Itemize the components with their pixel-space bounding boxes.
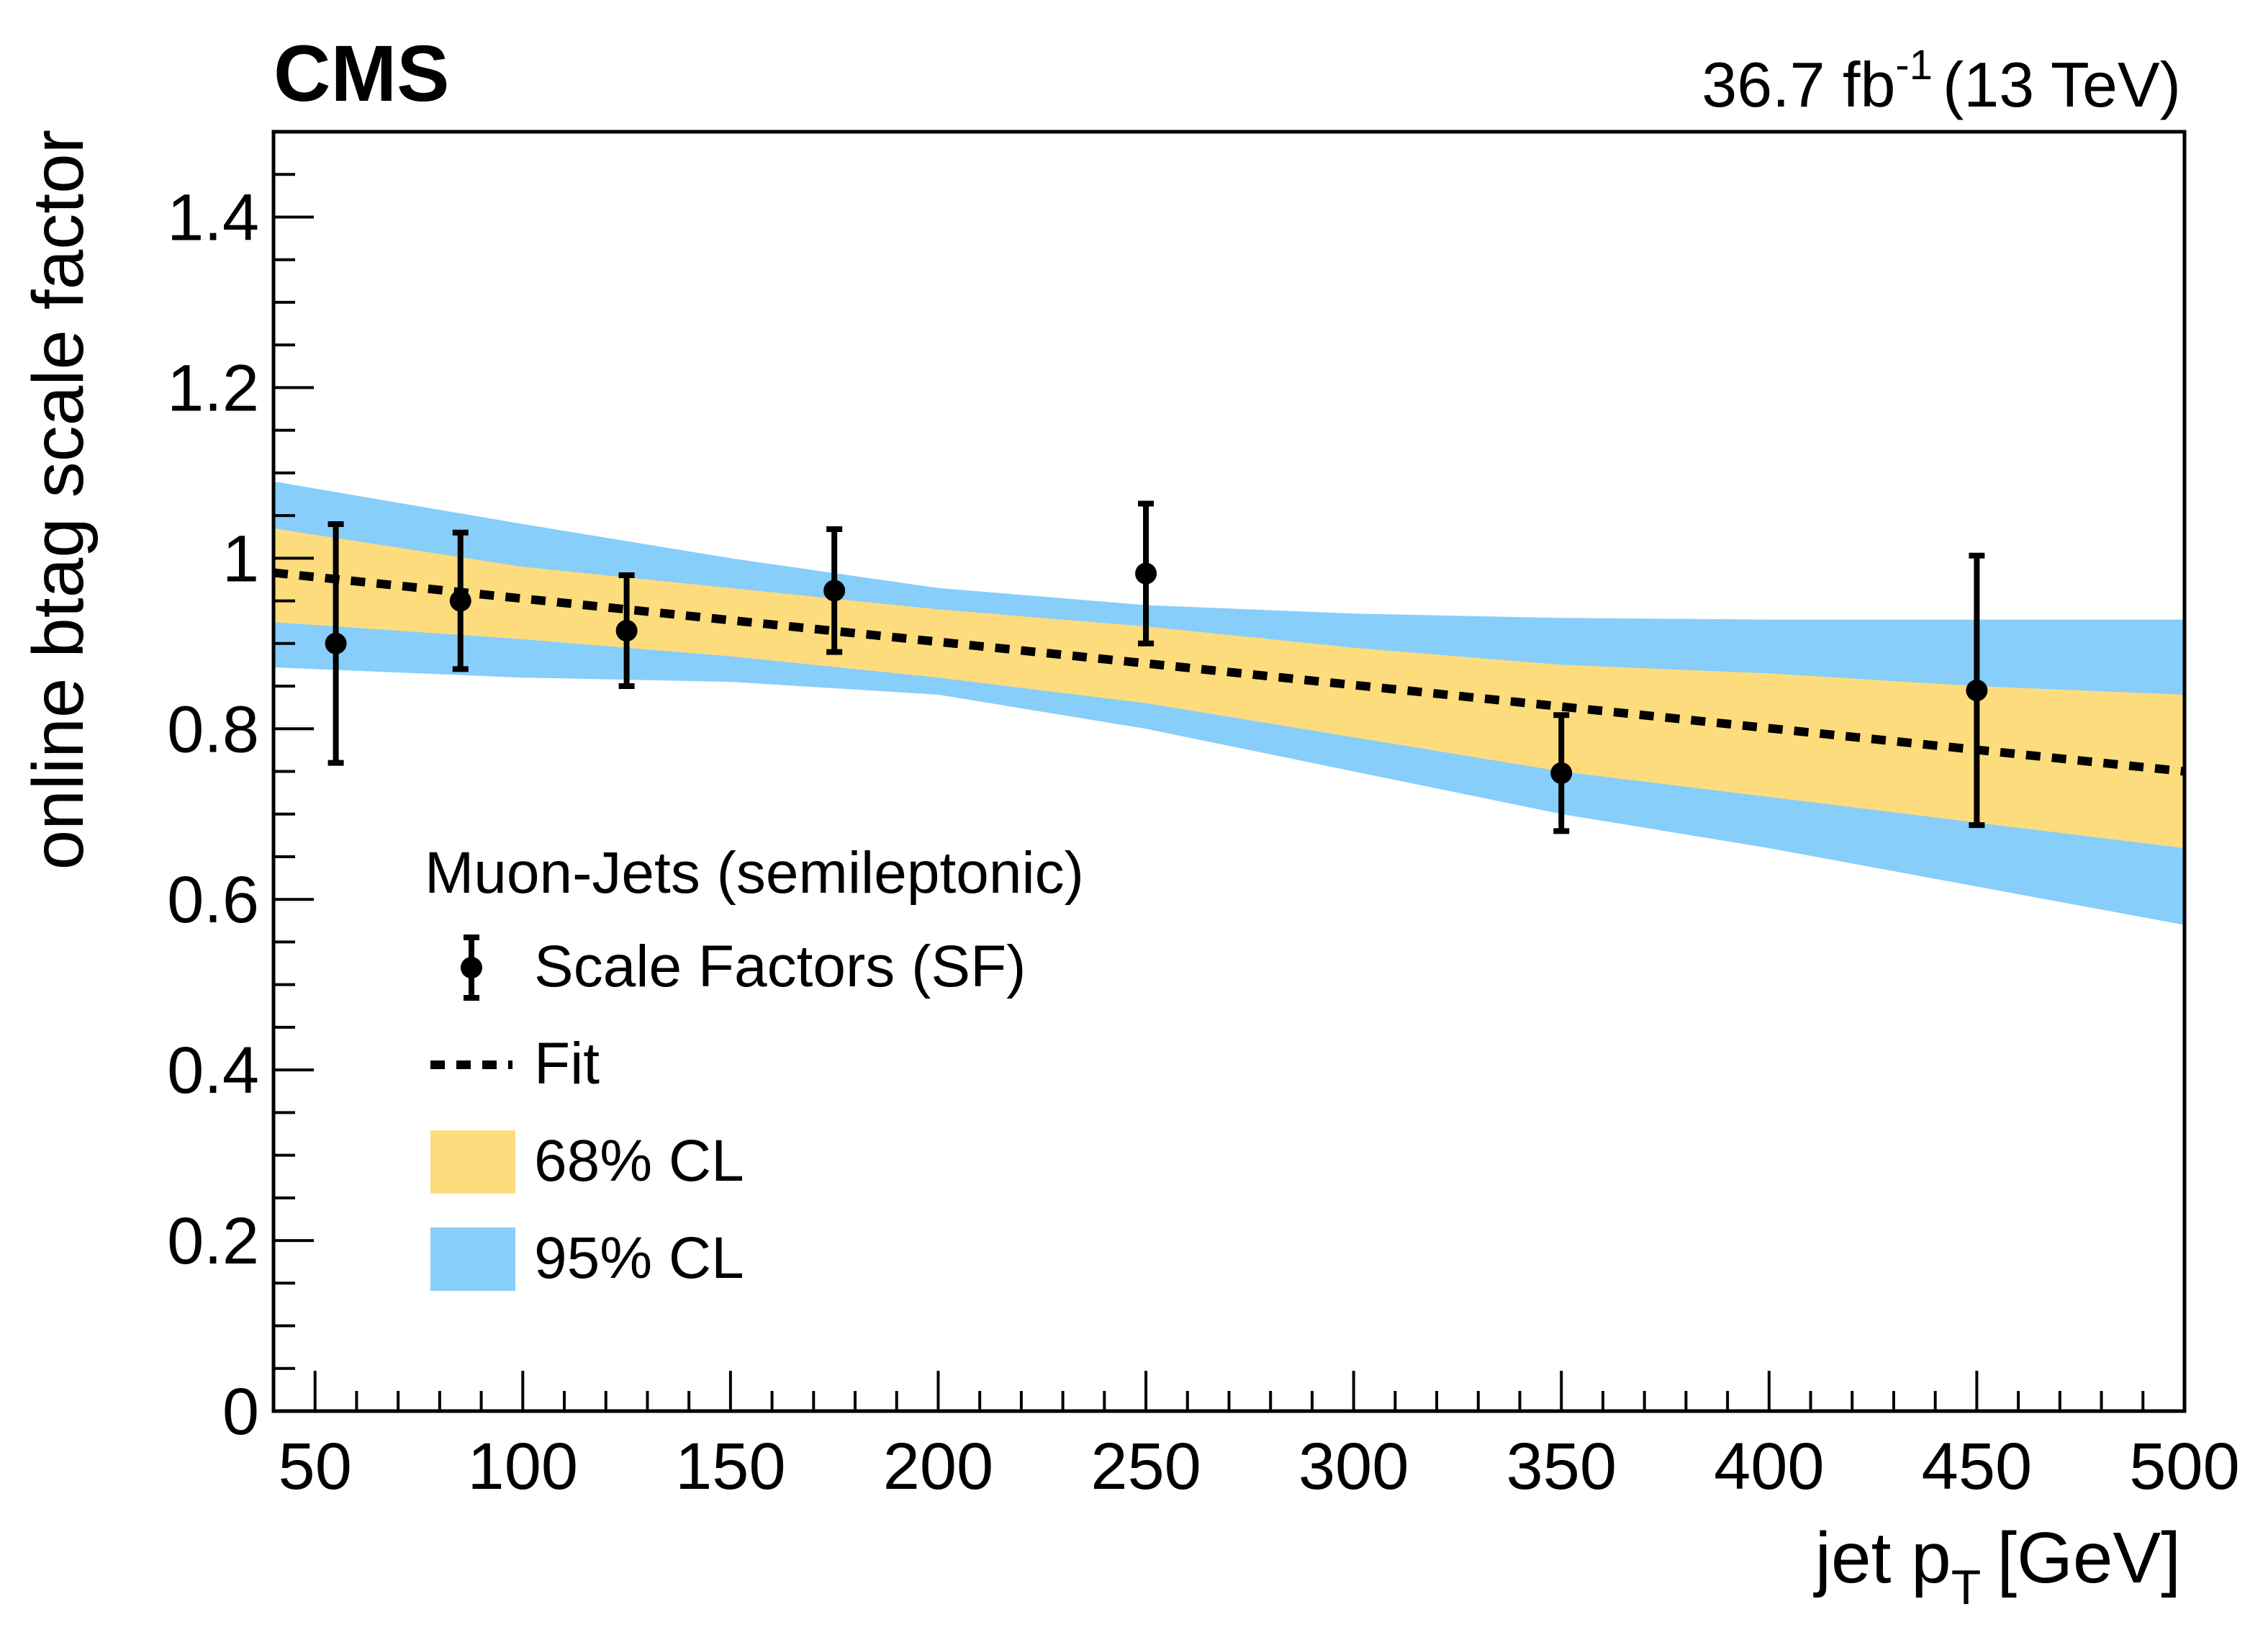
x-tick-label: 300 <box>1298 1430 1409 1503</box>
x-tick-label: 50 <box>279 1430 352 1503</box>
legend-header: Muon-Jets (semileptonic) <box>425 840 1084 906</box>
data-point-group <box>823 526 846 655</box>
x-tick-label: 150 <box>675 1430 786 1503</box>
fit-layer <box>273 568 2185 776</box>
legend: Muon-Jets (semileptonic) Scale Factors (S… <box>425 840 1084 1291</box>
confidence-bands <box>274 481 2185 925</box>
x-tick-label: 500 <box>2129 1430 2240 1503</box>
legend-swatch-band95 <box>430 1228 515 1291</box>
x-tick-label: 350 <box>1506 1430 1617 1503</box>
data-point <box>1966 679 1988 701</box>
data-point <box>1550 762 1573 784</box>
x-axis-title-main: jet p <box>1813 1518 1951 1598</box>
data-point-group <box>449 529 471 672</box>
x-axis-title: jet pT [GeV] <box>1813 1518 2181 1615</box>
y-tick-label: 0.6 <box>167 863 259 937</box>
y-tick-label: 0 <box>222 1375 259 1449</box>
axis-ticks <box>272 130 2186 1413</box>
cms-label: CMS <box>274 30 449 118</box>
legend-label: Scale Factors (SF) <box>534 934 1026 999</box>
data-point <box>823 580 846 602</box>
data-point-group <box>1135 500 1157 647</box>
y-tick-label: 0.4 <box>167 1034 259 1107</box>
y-axis-title: online btag scale factor <box>18 130 99 870</box>
data-points <box>325 500 1988 834</box>
y-tick-label: 0.8 <box>167 693 259 766</box>
legend-entry: 95% CL <box>430 1225 744 1291</box>
legend-entry: Scale Factors (SF) <box>461 934 1026 1001</box>
lumi-energy: (13 TeV) <box>1943 49 2181 120</box>
legend-label: 95% CL <box>534 1225 744 1291</box>
data-point-group <box>1550 712 1573 834</box>
y-tick-label: 1.2 <box>167 351 259 425</box>
lumi-value: 36.7 fb <box>1702 49 1895 120</box>
legend-entry: 68% CL <box>430 1128 744 1194</box>
data-point-group <box>615 572 638 690</box>
legend-swatch-band68 <box>430 1130 515 1194</box>
x-tick-labels: 50 100 150 200 250 300 350 400 450 500 <box>279 1430 2240 1503</box>
y-tick-labels: 0 0.2 0.4 0.6 0.8 1 1.2 1.4 <box>167 181 259 1449</box>
legend-label: Fit <box>534 1031 600 1096</box>
y-tick-label: 0.2 <box>167 1204 259 1278</box>
legend-label: 68% CL <box>534 1128 744 1194</box>
x-tick-label: 250 <box>1090 1430 1201 1503</box>
legend-marker-point <box>461 957 482 978</box>
data-point <box>325 632 347 654</box>
data-point <box>449 590 471 612</box>
x-axis-title-subscript: T <box>1951 1560 1982 1615</box>
band-68cl <box>274 528 2185 849</box>
data-point-group <box>325 521 347 766</box>
fit-line <box>273 568 2185 776</box>
y-tick-label: 1.4 <box>167 181 259 254</box>
x-axis-title-unit: [GeV] <box>1997 1518 2181 1598</box>
x-tick-label: 450 <box>1922 1430 2033 1503</box>
data-point <box>615 620 638 642</box>
x-tick-label: 100 <box>468 1430 579 1503</box>
lumi-superscript: -1 <box>1895 42 1933 89</box>
data-point <box>1135 562 1157 585</box>
x-tick-label: 400 <box>1714 1430 1825 1503</box>
data-point-group <box>1966 552 1988 829</box>
x-tick-label: 200 <box>883 1430 994 1503</box>
y-tick-label: 1 <box>222 522 259 595</box>
legend-entry: Fit <box>430 1031 600 1096</box>
lumi-label: 36.7 fb-1 (13 TeV) <box>1702 42 2181 120</box>
